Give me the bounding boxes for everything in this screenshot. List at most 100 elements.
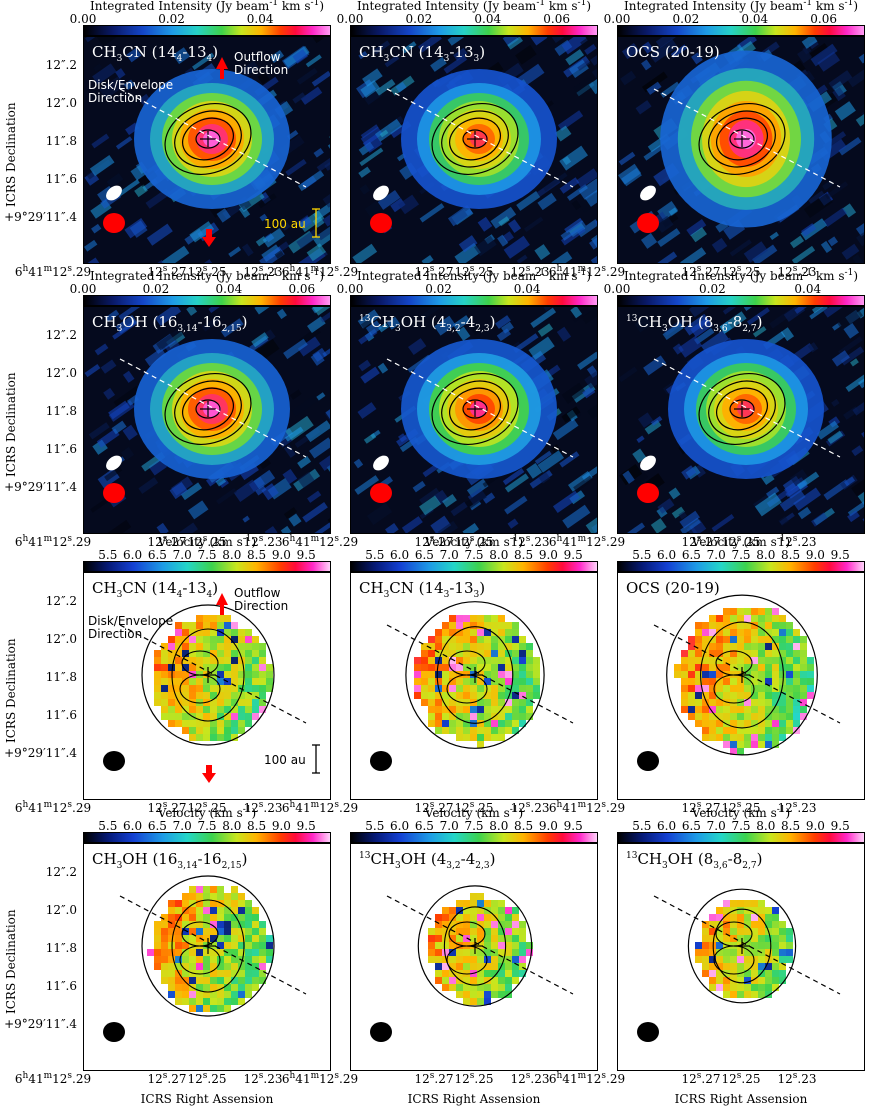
velocity-pixel — [758, 713, 765, 720]
velocity-pixel — [217, 713, 224, 720]
colorbar-title: Integrated Intensity (Jy beam-1 km s-1) — [356, 0, 591, 13]
velocity-pixel — [519, 650, 526, 657]
y-axis-title: ICRS Declination — [4, 909, 18, 1014]
velocity-pixel — [758, 907, 765, 914]
velocity-pixel — [435, 643, 442, 650]
velocity-pixel — [210, 706, 217, 713]
velocity-pixel — [723, 643, 730, 650]
velocity-pixel — [723, 720, 730, 727]
noise-pixel — [442, 493, 457, 508]
contour-line — [729, 399, 755, 419]
velocity-pixel — [477, 984, 484, 991]
noise-pixel — [242, 515, 250, 523]
contour-line — [716, 117, 768, 161]
noise-pixel — [93, 63, 103, 72]
velocity-pixel — [772, 615, 779, 622]
velocity-pixel — [484, 678, 491, 685]
contour-line — [171, 899, 245, 993]
velocity-pixel — [463, 650, 470, 657]
contour-line — [171, 628, 245, 722]
velocity-pixel — [245, 970, 252, 977]
noise-pixel — [680, 517, 701, 533]
velocity-pixel — [210, 907, 217, 914]
noise-pixel — [543, 307, 569, 311]
noise-pixel — [585, 513, 597, 533]
velocity-pixel — [210, 970, 217, 977]
noise-pixel — [842, 203, 857, 218]
map-image — [618, 37, 864, 263]
velocity-pixel — [779, 713, 786, 720]
velocity-pixel — [224, 977, 231, 984]
velocity-pixel — [723, 706, 730, 713]
velocity-pixel — [224, 921, 231, 928]
noise-pixel — [215, 476, 227, 487]
x-tick-label: 12s.25 — [454, 800, 494, 815]
velocity-pixel — [259, 678, 266, 685]
velocity-pixel — [428, 643, 435, 650]
velocity-pixel — [765, 942, 772, 949]
velocity-pixel — [435, 678, 442, 685]
velocity-pixel — [224, 657, 231, 664]
velocity-pixel — [189, 886, 196, 893]
velocity-pixel — [807, 692, 814, 699]
velocity-pixel — [702, 949, 709, 956]
velocity-pixel — [449, 650, 456, 657]
noise-pixel — [743, 241, 768, 263]
velocity-pixel — [772, 970, 779, 977]
velocity-pixel — [477, 643, 484, 650]
x-tick-label: 12s.23 — [510, 1071, 550, 1086]
velocity-pixel — [210, 984, 217, 991]
velocity-pixel — [238, 963, 245, 970]
noise-pixel — [847, 496, 864, 517]
velocity-pixel — [470, 685, 477, 692]
velocity-pixel — [161, 970, 168, 977]
velocity-pixel — [695, 636, 702, 643]
velocity-pixel — [772, 942, 779, 949]
colorbar-tick-label: 8.0 — [756, 819, 776, 833]
dust-beam — [640, 185, 656, 201]
velocity-pixel — [245, 664, 252, 671]
velocity-pixel — [716, 720, 723, 727]
noise-pixel — [840, 346, 864, 366]
velocity-pixel — [421, 664, 428, 671]
velocity-pixel — [428, 671, 435, 678]
noise-pixel — [84, 239, 98, 252]
colorbar-tick-label: 5.5 — [365, 548, 385, 562]
colorbar-tick-label: 0.00 — [69, 282, 97, 296]
velocity-pixel — [730, 692, 737, 699]
noise-pixel — [834, 101, 856, 121]
velocity-pixel — [716, 692, 723, 699]
velocity-pixel — [189, 1005, 196, 1012]
noise-pixel — [552, 490, 580, 514]
velocity-pixel — [224, 692, 231, 699]
disk-envelope-axis — [653, 358, 841, 458]
colorbar-title: Integrated Intensity (Jy beam-1 km s-1) — [89, 268, 324, 283]
velocity-pixel — [217, 900, 224, 907]
velocity-pixel — [800, 664, 807, 671]
velocity-pixel — [765, 643, 772, 650]
noise-pixel — [412, 480, 426, 493]
noise-pixel — [620, 70, 637, 86]
dust-beam — [106, 185, 122, 201]
velocity-pixel — [779, 949, 786, 956]
velocity-pixel — [765, 907, 772, 914]
velocity-pixel — [196, 956, 203, 963]
colorbar-tick-label: 7.5 — [731, 819, 751, 833]
velocity-pixel — [723, 727, 730, 734]
velocity-pixel — [723, 991, 730, 998]
velocity-pixel — [224, 942, 231, 949]
velocity-pixel — [182, 720, 189, 727]
colorbar — [350, 561, 598, 572]
noise-pixel — [264, 525, 278, 533]
velocity-pixel — [491, 706, 498, 713]
colorbar-tick-label: 8.5 — [781, 548, 801, 562]
velocity-pixel — [470, 984, 477, 991]
velocity-pixel — [484, 949, 491, 956]
velocity-pixel — [217, 886, 224, 893]
noise-pixel — [843, 322, 859, 339]
velocity-pixel — [772, 720, 779, 727]
velocity-pixel — [758, 664, 765, 671]
velocity-pixel — [758, 900, 765, 907]
panel-title: CH3CN (143-133) — [359, 579, 486, 600]
x-tick-label: 12s.27 — [147, 800, 187, 815]
